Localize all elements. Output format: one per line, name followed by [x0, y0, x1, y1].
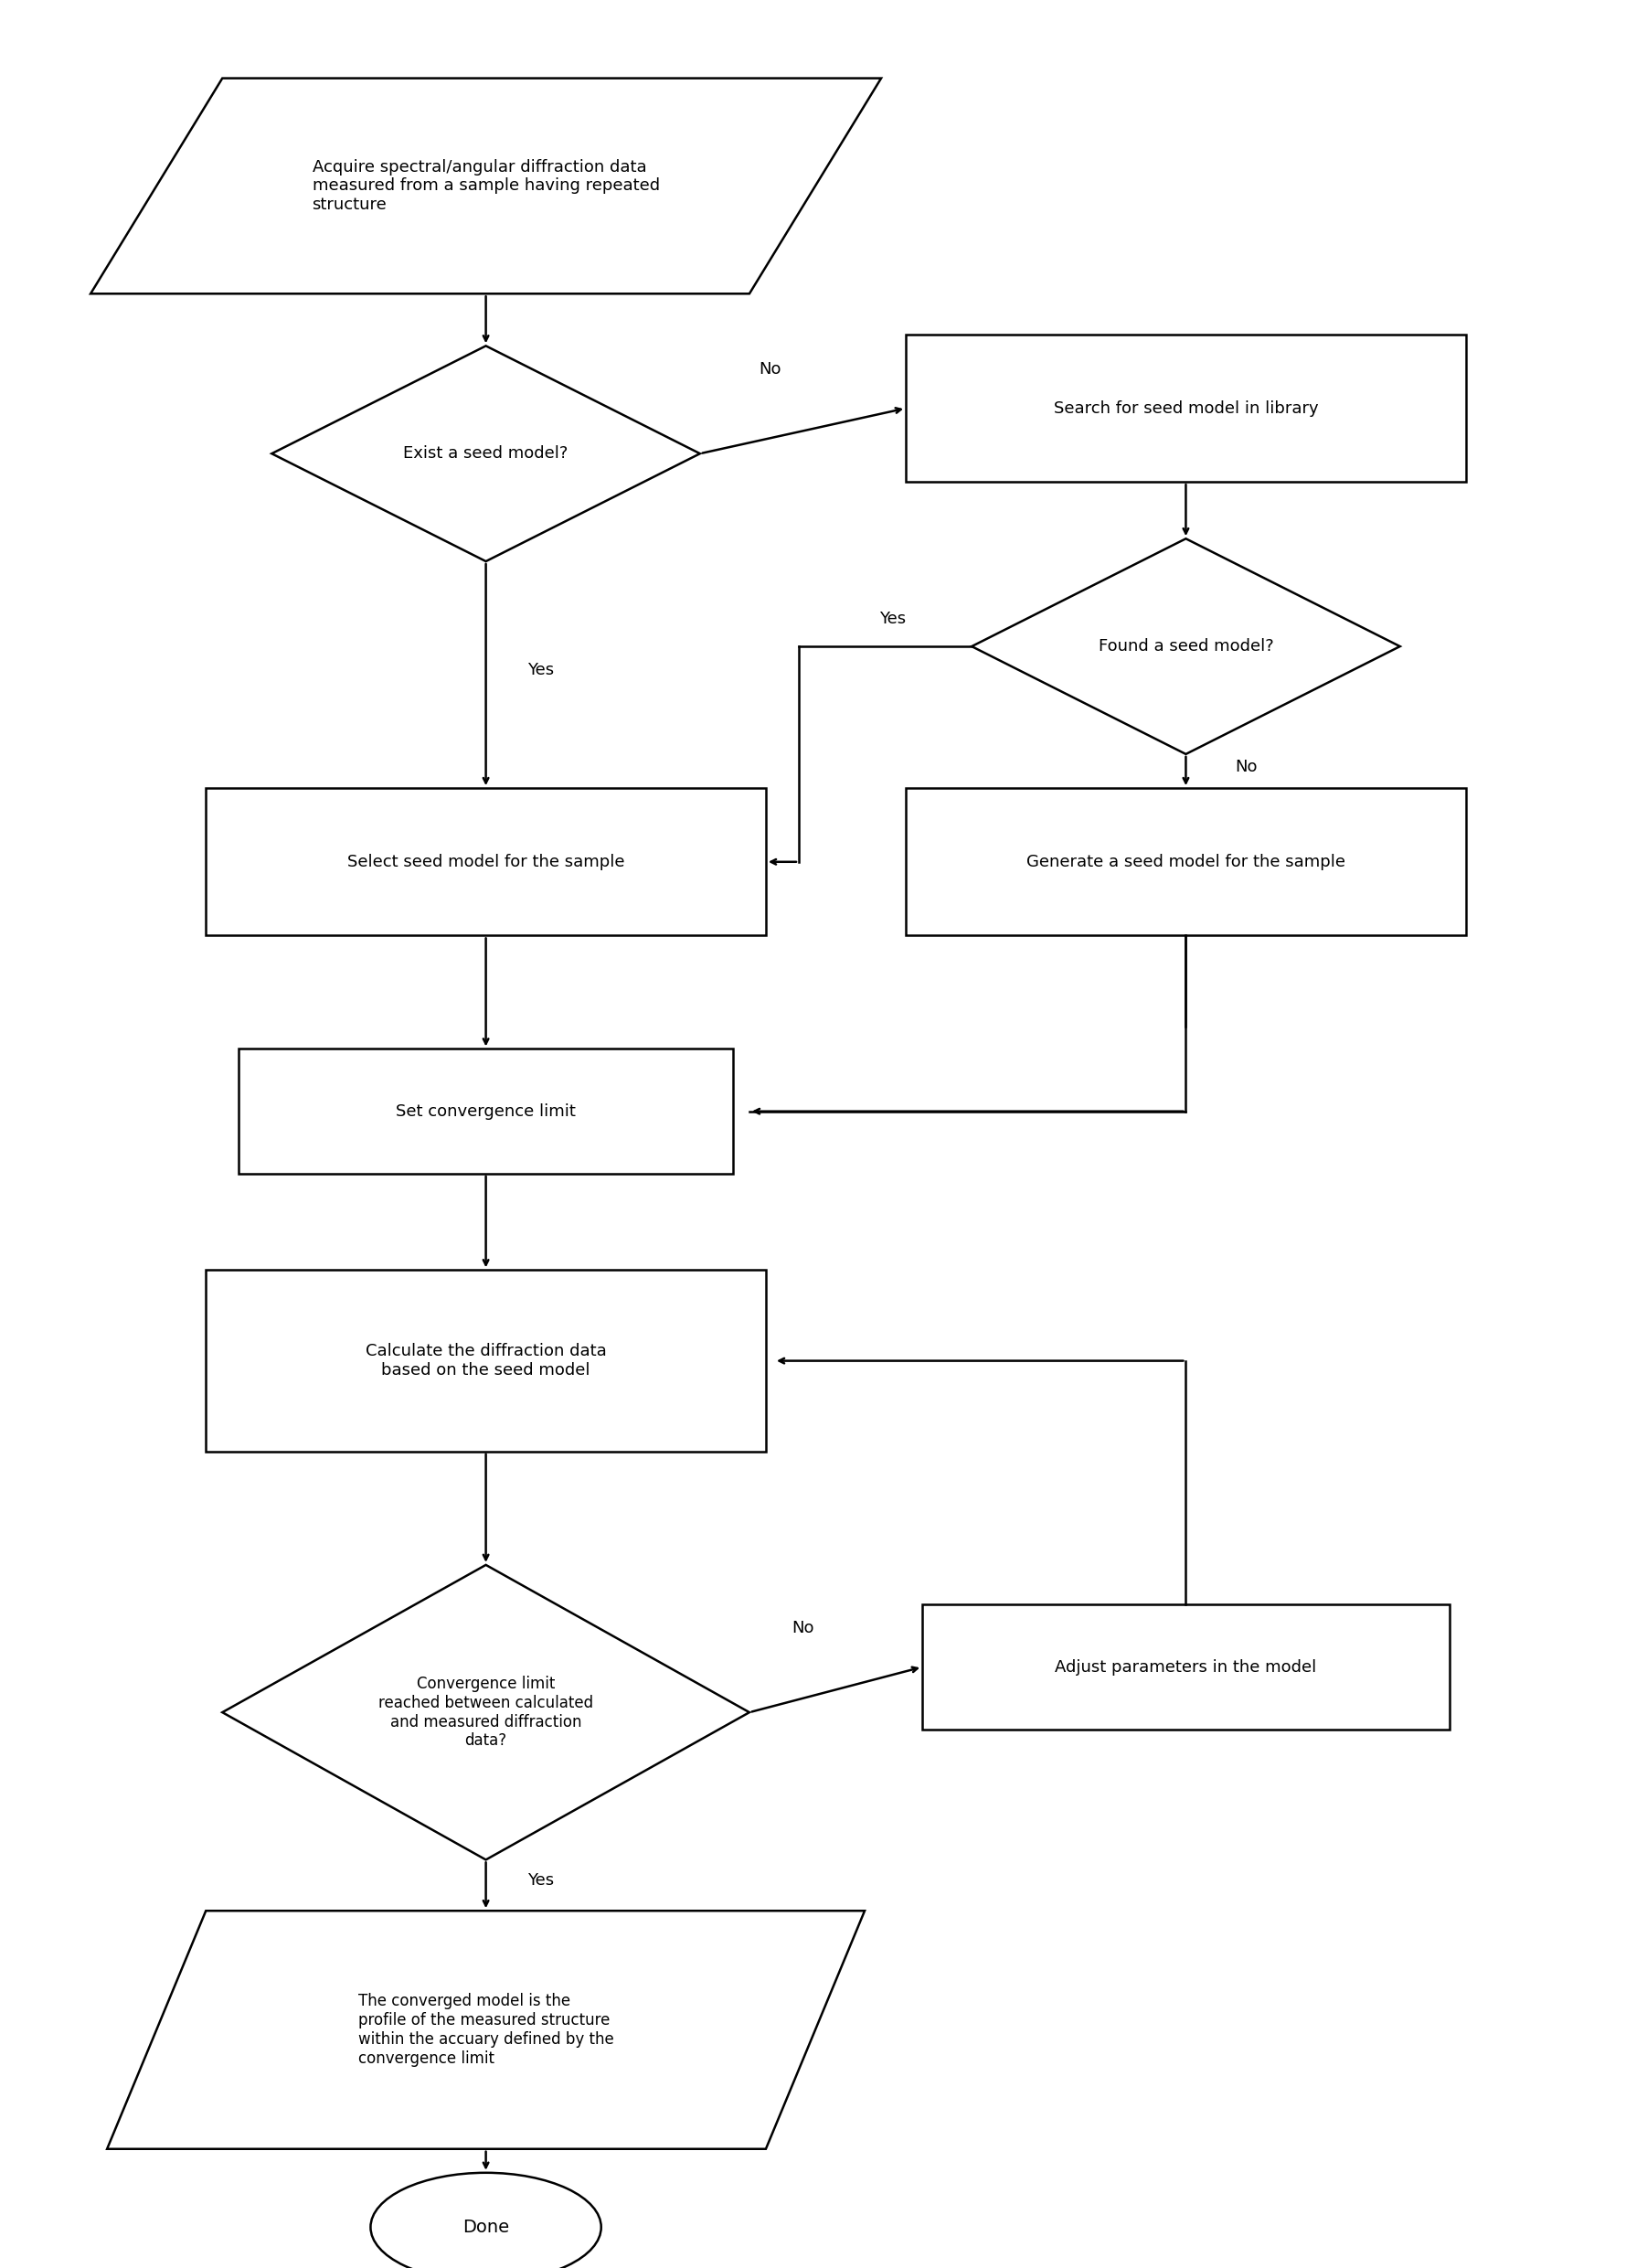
Text: No: No [1235, 758, 1258, 776]
Text: No: No [759, 361, 781, 379]
Text: Found a seed model?: Found a seed model? [1099, 637, 1273, 655]
Text: Calculate the diffraction data
based on the seed model: Calculate the diffraction data based on … [366, 1343, 606, 1379]
Text: Acquire spectral/angular diffraction data
measured from a sample having repeated: Acquire spectral/angular diffraction dat… [313, 159, 659, 213]
Text: Exist a seed model?: Exist a seed model? [404, 445, 568, 463]
Text: Convergence limit
reached between calculated
and measured diffraction
data?: Convergence limit reached between calcul… [379, 1676, 593, 1749]
Text: Yes: Yes [527, 1873, 553, 1889]
Text: Generate a seed model for the sample: Generate a seed model for the sample [1026, 853, 1346, 871]
Text: Yes: Yes [527, 662, 553, 678]
Text: Done: Done [463, 2218, 509, 2236]
Text: No: No [792, 1619, 814, 1637]
Text: Select seed model for the sample: Select seed model for the sample [348, 853, 624, 871]
Text: Adjust parameters in the model: Adjust parameters in the model [1056, 1658, 1316, 1676]
Text: Yes: Yes [879, 610, 906, 628]
Text: Search for seed model in library: Search for seed model in library [1054, 399, 1318, 417]
Text: The converged model is the
profile of the measured structure
within the accuary : The converged model is the profile of th… [357, 1994, 614, 2066]
Text: Set convergence limit: Set convergence limit [395, 1102, 576, 1120]
